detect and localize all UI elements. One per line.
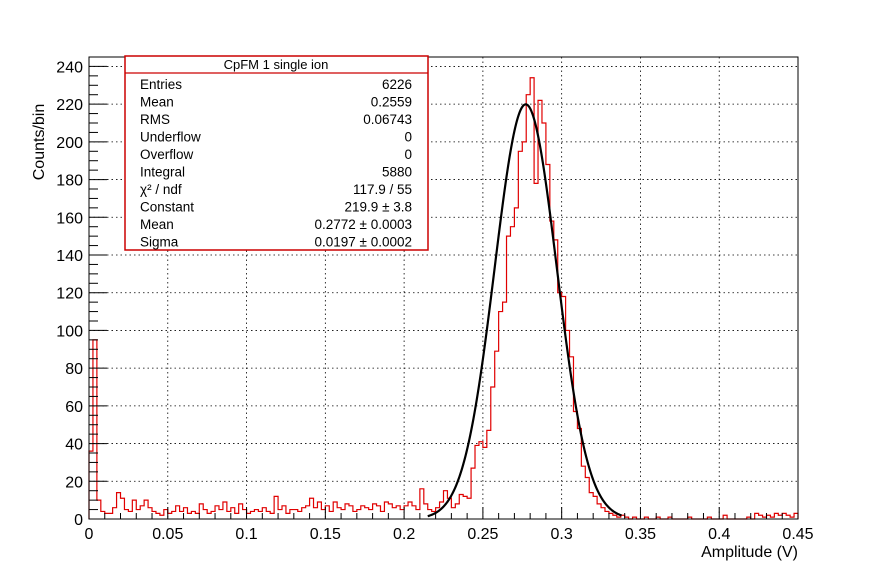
stats-row-label: Underflow [140, 130, 201, 145]
x-axis-label: Amplitude (V) [701, 544, 798, 561]
x-tick-label: 0.15 [310, 526, 341, 543]
y-tick-label: 180 [56, 173, 83, 190]
stats-row-value: 0.0197 ± 0.0002 [315, 235, 413, 250]
y-tick-label: 220 [56, 97, 83, 114]
stats-row-value: 0.2772 ± 0.0003 [315, 217, 413, 232]
stats-row-value: 5880 [382, 165, 412, 180]
stats-row-label: Mean [140, 95, 174, 110]
stats-rows: Entries 6226 Mean 0.2559 RMS 0.06743 Underflow… [140, 77, 412, 250]
x-tick-label: 0.35 [625, 526, 656, 543]
stats-row-value: 117.9 / 55 [353, 182, 412, 197]
y-tick-label: 160 [56, 210, 83, 227]
stats-box-frame [124, 55, 429, 251]
stats-row-label: RMS [140, 112, 170, 127]
stats-row-label: Overflow [140, 147, 194, 162]
stats-box-title: CpFM 1 single ion [224, 57, 329, 72]
x-tick-label: 0.05 [152, 526, 183, 543]
y-tick-label: 140 [56, 248, 83, 265]
stats-row-value: 0.2559 [371, 95, 412, 110]
stats-row-value: 0 [404, 147, 412, 162]
y-tick-label: 100 [56, 323, 83, 340]
stats-box: CpFM 1 single ion Entries 6226 Mean 0.2559 R… [124, 55, 429, 251]
x-tick-label: 0 [85, 526, 94, 543]
x-tick-label: 0.25 [467, 526, 498, 543]
fit-curve [427, 103, 622, 518]
stats-row-value: 0 [404, 130, 412, 145]
stats-row-label: Sigma [140, 235, 179, 250]
gaussian-fit-series [427, 103, 622, 518]
x-tick-label: 0.4 [708, 526, 730, 543]
histogram-line [88, 77, 799, 520]
plot-frame [88, 56, 799, 520]
y-tick-label: 80 [65, 361, 83, 378]
y-tick-label: 60 [65, 399, 83, 416]
stats-row-label: Integral [140, 165, 185, 180]
stats-row-label: χ² / ndf [140, 182, 182, 197]
stats-row-label: Mean [140, 217, 174, 232]
y-tick-label: 20 [65, 474, 83, 491]
axes: 0 0.05 0.1 0.15 0.2 0.25 0.3 0.35 0.4 0.45 0 20 40 60… [56, 56, 814, 543]
y-axis-label: Counts/bin [31, 104, 48, 181]
y-tick-label: 0 [74, 512, 83, 529]
histogram-series [88, 77, 799, 520]
stats-row-value: 0.06743 [363, 112, 412, 127]
x-tick-label: 0.1 [235, 526, 257, 543]
y-tick-label: 120 [56, 286, 83, 303]
stats-row-value: 219.9 ± 3.8 [345, 200, 412, 215]
stats-row-value: 6226 [382, 77, 412, 92]
x-tick-label: 0.45 [782, 526, 813, 543]
y-tick-label: 200 [56, 135, 83, 152]
y-tick-label: 40 [65, 437, 83, 454]
x-tick-label: 0.3 [551, 526, 573, 543]
stats-row-label: Constant [140, 200, 194, 215]
y-tick-label: 240 [56, 59, 83, 76]
stats-row-label: Entries [140, 77, 182, 92]
x-tick-label: 0.2 [393, 526, 415, 543]
